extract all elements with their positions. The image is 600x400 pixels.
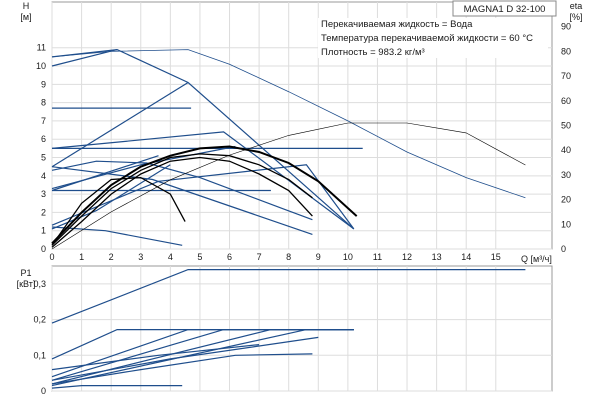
- power-control-line: [51, 344, 260, 371]
- head-pump-curve: [51, 176, 186, 246]
- head-control-line: [51, 160, 313, 221]
- efficiency-tick-label: 20: [561, 195, 571, 205]
- efficiency-tick-label: 60: [561, 96, 571, 106]
- head-control-line: [51, 164, 355, 230]
- power-control-line: [51, 336, 319, 381]
- efficiency-tick-label: 90: [561, 22, 571, 32]
- head-control-line: [51, 49, 118, 67]
- efficiency-tick-label: 50: [561, 121, 571, 131]
- info-temperature: Температура перекачиваемой жидкости = 60…: [321, 33, 533, 44]
- power-control-line: [51, 329, 354, 387]
- head-y-tick-label: 7: [41, 116, 46, 126]
- head-y-tick-label: 9: [41, 79, 46, 89]
- head-y-tick-label: 1: [41, 226, 46, 236]
- power-control-line: [51, 385, 183, 389]
- x-tick-label: 13: [432, 252, 442, 262]
- head-y-tick-label: 3: [41, 189, 46, 199]
- head-y-tick-label: 2: [41, 207, 46, 217]
- title-box: [452, 0, 557, 17]
- x-tick-label: 7: [257, 252, 262, 262]
- head-pump-curve: [51, 153, 313, 246]
- head-y-tick-label: 11: [37, 43, 46, 53]
- x-tick-label: 10: [343, 252, 353, 262]
- x-tick-label: 15: [491, 252, 501, 262]
- head-max-curve: [51, 49, 526, 199]
- power-y-tick-label: 0: [41, 386, 46, 396]
- efficiency-axis-label: eta: [570, 1, 583, 11]
- x-tick-label: 11: [373, 252, 382, 262]
- head-control-line: [51, 166, 313, 235]
- x-tick-label: 5: [197, 252, 202, 262]
- efficiency-tick-label: 0: [561, 244, 566, 254]
- head-pump-curve: [51, 156, 313, 248]
- x-tick-label: 12: [402, 252, 412, 262]
- x-tick-label: 3: [138, 252, 143, 262]
- head-y-tick-label: 4: [41, 171, 46, 181]
- power-axis-unit: [кВт]: [17, 279, 36, 289]
- power-y-tick-label: 0,2: [33, 315, 46, 325]
- power-y-tick-label: 0,3: [33, 279, 46, 289]
- grid: [51, 1, 553, 392]
- x-tick-label: 1: [79, 252, 84, 262]
- power-control-line: [51, 353, 313, 385]
- x-tick-label: 6: [227, 252, 232, 262]
- head-y-tick-label: 10: [36, 61, 46, 71]
- power-control-line: [51, 269, 526, 324]
- info-panel: [318, 18, 548, 58]
- efficiency-tick-label: 30: [561, 170, 571, 180]
- efficiency-axis-unit: [%]: [569, 12, 582, 22]
- efficiency-tick-label: 80: [561, 46, 571, 56]
- head-axis-label: H: [23, 1, 30, 11]
- tick-labels: 0 1 2 3 4 5 6 7 8 9 10 11 12 13 14 15012345678910110102…: [33, 22, 571, 396]
- curves: [51, 48, 526, 389]
- power-axis-label: P1: [20, 268, 31, 278]
- head-y-tick-label: 8: [41, 98, 46, 108]
- info-density: Плотность = 983.2 кг/м³: [321, 47, 425, 58]
- head-axis-unit: [м]: [20, 12, 31, 22]
- head-control-line: [51, 145, 236, 190]
- x-tick-label: 9: [316, 252, 321, 262]
- x-tick-label: 0: [49, 252, 54, 262]
- x-tick-label: 4: [168, 252, 173, 262]
- efficiency-tick-label: 70: [561, 71, 571, 81]
- head-y-tick-label: 5: [41, 153, 46, 163]
- head-control-line: [51, 81, 189, 168]
- chart-title: MAGNA1 D 32-100: [464, 4, 546, 15]
- efficiency-curve: [51, 122, 526, 250]
- info-fluid: Перекачиваемая жидкость = Вода: [321, 19, 473, 30]
- x-tick-label: 2: [109, 252, 114, 262]
- head-y-tick-label: 6: [41, 134, 46, 144]
- flow-axis-label: Q [м³/ч]: [521, 254, 552, 264]
- power-y-tick-label: 0,1: [33, 350, 46, 360]
- efficiency-tick-label: 40: [561, 145, 571, 155]
- x-tick-label: 8: [286, 252, 291, 262]
- head-y-tick-label: 0: [41, 244, 46, 254]
- x-tick-label: 14: [461, 252, 471, 262]
- head-pump-curve: [51, 145, 358, 245]
- efficiency-tick-label: 10: [561, 219, 571, 229]
